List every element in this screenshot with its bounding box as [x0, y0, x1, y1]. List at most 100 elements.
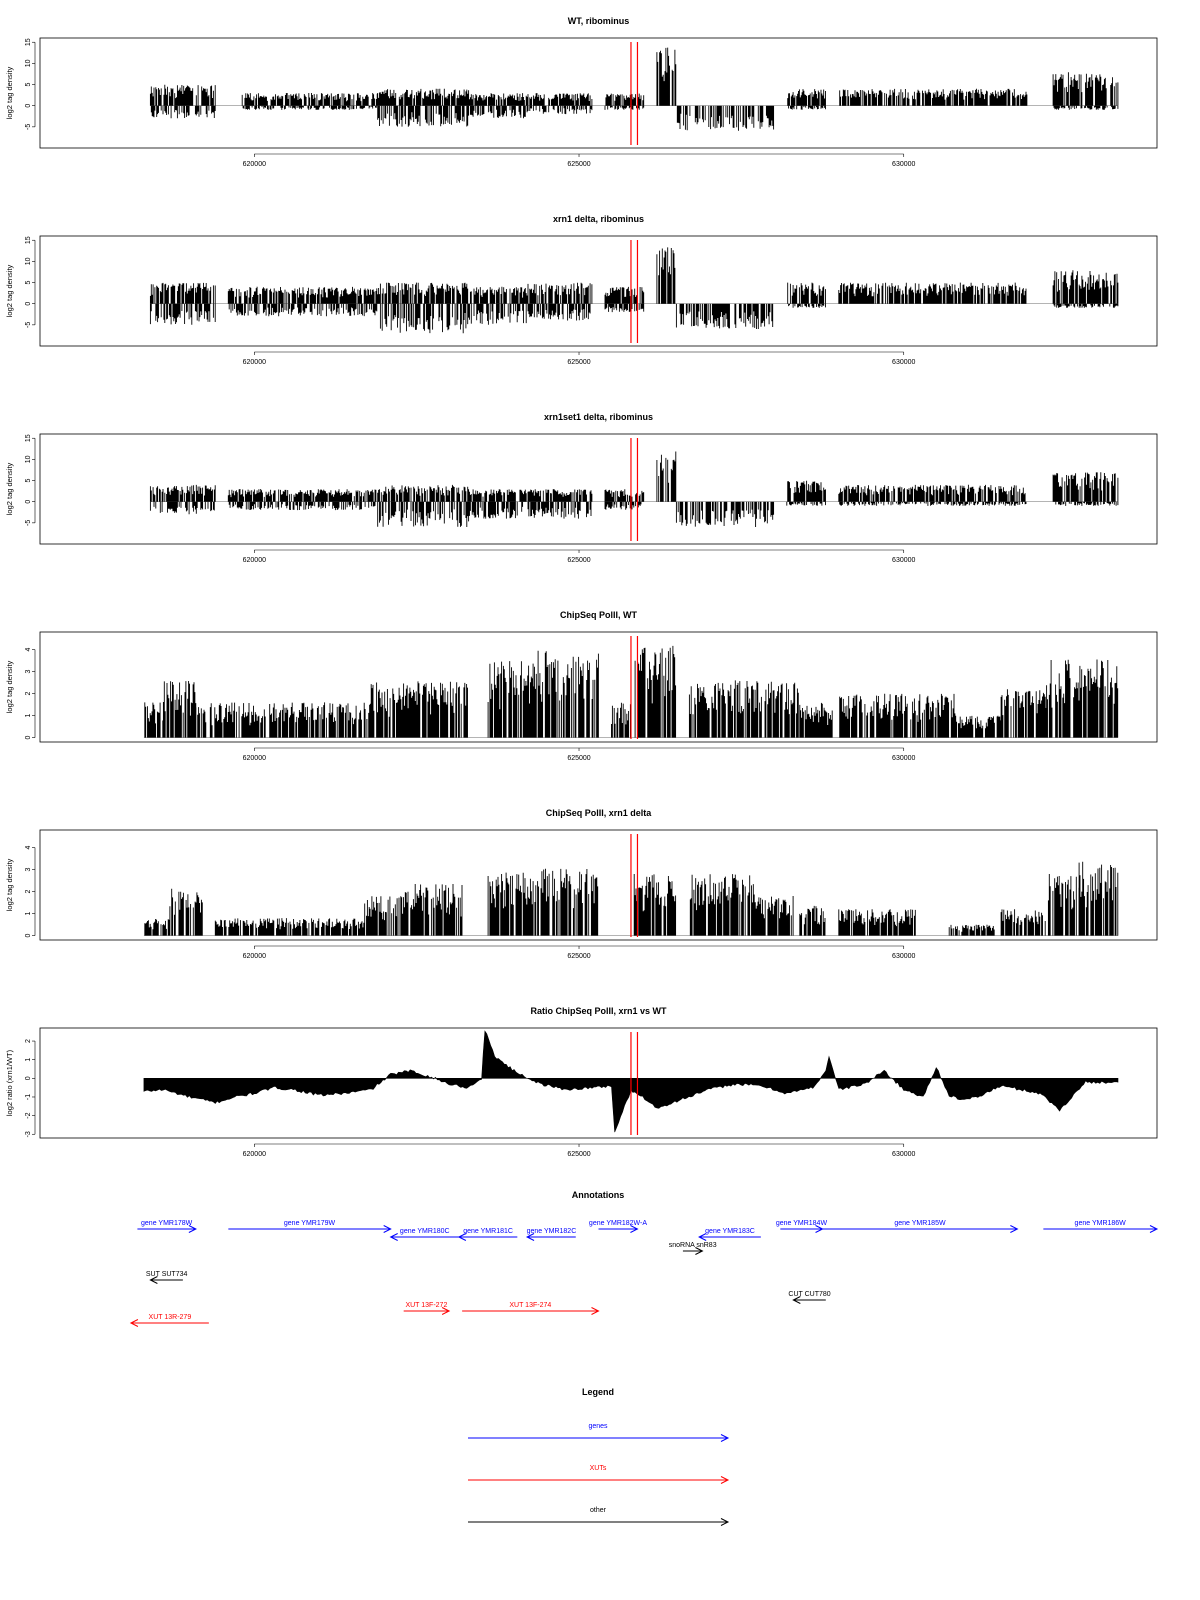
annotation-label: gene YMR186W	[1075, 1220, 1127, 1227]
annotation-label: snoRNA snR83	[669, 1242, 717, 1249]
y-tick-label: 1	[25, 714, 32, 718]
annotations-track: Annotations gene YMR178W gene YMR179W gene …	[129, 1190, 1159, 1327]
annotation-feature: gene YMR178W	[137, 1220, 197, 1233]
y-tick-label: 5	[25, 280, 32, 284]
chart-marks	[149, 47, 1119, 131]
x-tick-label: 620000	[243, 953, 266, 960]
y-tick-label: -3	[25, 1131, 32, 1137]
annotation-label: gene YMR185W	[894, 1220, 946, 1227]
legend-item: other	[468, 1507, 730, 1526]
plot-frame	[39, 829, 1158, 941]
x-tick-label: 630000	[892, 755, 915, 762]
plot-frame	[39, 631, 1158, 743]
negative-density-bars	[149, 501, 1119, 527]
plot-frame	[39, 37, 1158, 149]
negative-density-bars	[149, 303, 1119, 334]
annotation-label: gene YMR179W	[284, 1220, 336, 1227]
y-axis-label: log2 tag density	[5, 264, 14, 317]
y-tick-label: 0	[25, 736, 32, 740]
x-tick-label: 620000	[243, 755, 266, 762]
y-axis-label: log2 tag density	[5, 858, 14, 911]
annotation-label: gene YMR178W	[141, 1220, 193, 1227]
annotation-feature: gene YMR182C	[525, 1228, 577, 1241]
annotation-label: XUT 13F-274	[509, 1302, 551, 1309]
chart-panel-2: xrn1 delta, ribominus -5 0 5 10 15 log2 tag de…	[5, 214, 1158, 366]
y-tick-label: -5	[25, 520, 32, 526]
y-tick-label: 4	[25, 846, 32, 850]
positive-density-bars	[144, 861, 1119, 936]
y-tick-label: 10	[25, 257, 32, 265]
chart-title: WT, ribominus	[568, 16, 630, 26]
y-tick-label: 1	[25, 912, 32, 916]
y-tick-label: 15	[25, 236, 32, 244]
y-tick-label: 1	[25, 1058, 32, 1062]
legend-item: genes	[468, 1423, 730, 1442]
x-tick-label: 620000	[243, 359, 266, 366]
y-tick-label: 5	[25, 478, 32, 482]
x-tick-label: 630000	[892, 557, 915, 564]
chart-marks	[149, 247, 1119, 334]
arrow-head	[720, 1434, 730, 1442]
annotation-feature: gene YMR185W	[822, 1220, 1019, 1233]
annotation-feature: gene YMR182W-A	[589, 1220, 647, 1233]
annotation-feature: XUT 13R-279	[129, 1314, 209, 1327]
arrow-head	[129, 1319, 139, 1327]
arrow-head	[383, 1225, 392, 1233]
legend-item-label: genes	[588, 1423, 608, 1430]
annotation-feature: CUT CUT780	[788, 1291, 831, 1304]
y-tick-label: -5	[25, 124, 32, 130]
chart-panel-6: Ratio ChipSeq PolII, xrn1 vs WT -3 -2 -1 0 1 2…	[5, 1006, 1158, 1158]
legend-item-label: XUTs	[590, 1465, 607, 1472]
y-axis-label: log2 tag density	[5, 660, 14, 713]
arrow-head	[1149, 1225, 1159, 1233]
chart-title: xrn1set1 delta, ribominus	[544, 412, 653, 422]
x-tick-label: 625000	[567, 557, 590, 564]
annotation-feature: XUT 13F-272	[403, 1302, 451, 1315]
x-tick-label: 625000	[567, 161, 590, 168]
annotation-label: SUT SUT734	[146, 1271, 188, 1278]
chart-marks	[149, 451, 1119, 527]
positive-density-bars	[144, 645, 1119, 738]
y-tick-label: 10	[25, 59, 32, 67]
y-axis-label: log2 tag density	[5, 462, 14, 515]
annotation-feature: SUT SUT734	[146, 1271, 188, 1284]
annotation-label: gene YMR182C	[527, 1228, 577, 1235]
annotation-feature: XUT 13F-274	[462, 1302, 600, 1315]
annotation-feature: gene YMR184W	[776, 1220, 828, 1233]
arrow-head	[389, 1233, 398, 1241]
y-tick-label: 2	[25, 692, 32, 696]
arrow-head	[720, 1476, 730, 1484]
x-tick-label: 625000	[567, 755, 590, 762]
annotation-label: gene YMR184W	[776, 1220, 828, 1227]
x-tick-label: 630000	[892, 953, 915, 960]
chart-panel-4: ChipSeq PolII, WT 0 1 2 3 4 log2 tag density 62…	[5, 610, 1158, 762]
y-tick-label: 0	[25, 934, 32, 938]
chart-title: xrn1 delta, ribominus	[553, 214, 644, 224]
annotation-feature: gene YMR186W	[1043, 1220, 1159, 1233]
plot-frame	[39, 235, 1158, 347]
chart-title: Ratio ChipSeq PolII, xrn1 vs WT	[530, 1006, 667, 1016]
x-tick-label: 625000	[567, 953, 590, 960]
y-tick-label: 2	[25, 1039, 32, 1043]
y-tick-label: 0	[25, 104, 32, 108]
annotation-feature: gene YMR183C	[698, 1228, 761, 1241]
legend-item: XUTs	[468, 1465, 730, 1484]
annotation-feature: gene YMR181C	[457, 1228, 518, 1241]
x-tick-label: 630000	[892, 359, 915, 366]
arrow-head	[441, 1307, 451, 1315]
arrow-head	[591, 1307, 600, 1315]
annotation-label: XUT 13F-272	[405, 1302, 447, 1309]
y-tick-label: 15	[25, 38, 32, 46]
arrow-head	[630, 1225, 639, 1233]
arrow-head	[149, 1276, 158, 1284]
legend-title: Legend	[582, 1387, 614, 1397]
y-tick-label: -5	[25, 322, 32, 328]
y-tick-label: 3	[25, 868, 32, 872]
chart-title: ChipSeq PolII, xrn1 delta	[546, 808, 653, 818]
chart-title: ChipSeq PolII, WT	[560, 610, 637, 620]
annotation-label: CUT CUT780	[788, 1291, 830, 1298]
annotation-feature: gene YMR180C	[389, 1228, 459, 1241]
arrow-head	[695, 1247, 704, 1255]
chart-panel-5: ChipSeq PolII, xrn1 delta 0 1 2 3 4 log2 tag d…	[5, 808, 1158, 960]
annotation-feature: gene YMR179W	[228, 1220, 392, 1233]
